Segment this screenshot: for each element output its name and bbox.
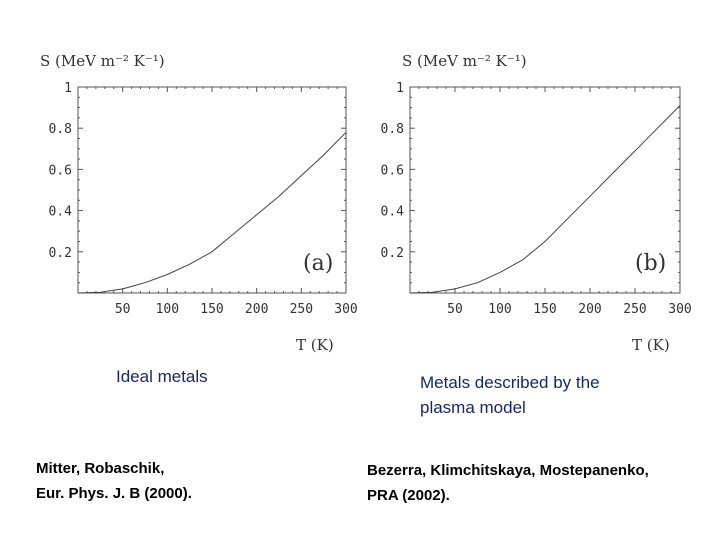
x-tick-label: 300 (334, 302, 357, 317)
x-tick-label: 100 (488, 302, 511, 317)
reference-bezerra-line1: Bezerra, Klimchitskaya, Mostepanenko, (367, 462, 649, 479)
y-tick-label: 0.4 (381, 205, 405, 220)
x-tick-label: 150 (200, 302, 223, 317)
x-tick-label: 100 (156, 302, 179, 317)
y-tick-label: 0.6 (381, 163, 404, 178)
reference-bezerra-line2: PRA (2002). (367, 487, 450, 504)
y-axis-label: S (MeV m⁻² K⁻¹) (40, 52, 165, 70)
x-tick-label: 50 (447, 302, 463, 317)
x-axis-label: T (K) (296, 336, 334, 354)
chart-panel-b: 50 100 150 200 250 300 0.2 0.4 0.6 0.8 1 S (MeV m⁻²… (381, 52, 692, 354)
y-tick-label: 0.2 (381, 246, 404, 261)
x-tick-label: 250 (623, 302, 646, 317)
x-tick-label: 150 (533, 302, 556, 317)
y-axis-label: S (MeV m⁻² K⁻¹) (402, 52, 527, 70)
caption-plasma-line1: Metals described by the (420, 373, 600, 392)
reference-bezerra: Bezerra, Klimchitskaya, Mostepanenko, PR… (367, 458, 649, 508)
x-tick-label: 200 (578, 302, 601, 317)
y-tick-label: 0.8 (49, 122, 72, 137)
x-tick-label: 200 (245, 302, 268, 317)
chart-panel-a: 50 100 150 200 250 300 0.2 0.4 0.6 0.8 1 S (MeV m⁻²… (40, 52, 358, 354)
caption-plasma-model: Metals described by the plasma model (420, 370, 600, 420)
series-line (409, 105, 681, 294)
x-tick-label: 50 (115, 302, 131, 317)
caption-plasma-line2: plasma model (420, 398, 526, 417)
y-tick-label: 0.2 (49, 246, 72, 261)
reference-mitter: Mitter, Robaschik, Eur. Phys. J. B (2000… (36, 456, 192, 506)
y-tick-label: 0.4 (49, 205, 73, 220)
y-tick-label: 0.8 (381, 122, 404, 137)
reference-mitter-line2: Eur. Phys. J. B (2000). (36, 485, 192, 502)
x-tick-label: 300 (668, 302, 691, 317)
x-axis-label: T (K) (632, 336, 670, 354)
y-tick-label: 1 (64, 81, 72, 96)
y-tick-label: 0.6 (49, 163, 72, 178)
series-line (77, 131, 347, 294)
caption-ideal-metals: Ideal metals (116, 367, 208, 386)
x-tick-label: 250 (290, 302, 313, 317)
y-tick-label: 1 (396, 81, 404, 96)
reference-mitter-line1: Mitter, Robaschik, (36, 460, 165, 477)
panel-label: (a) (303, 251, 333, 276)
panel-label: (b) (635, 251, 666, 276)
